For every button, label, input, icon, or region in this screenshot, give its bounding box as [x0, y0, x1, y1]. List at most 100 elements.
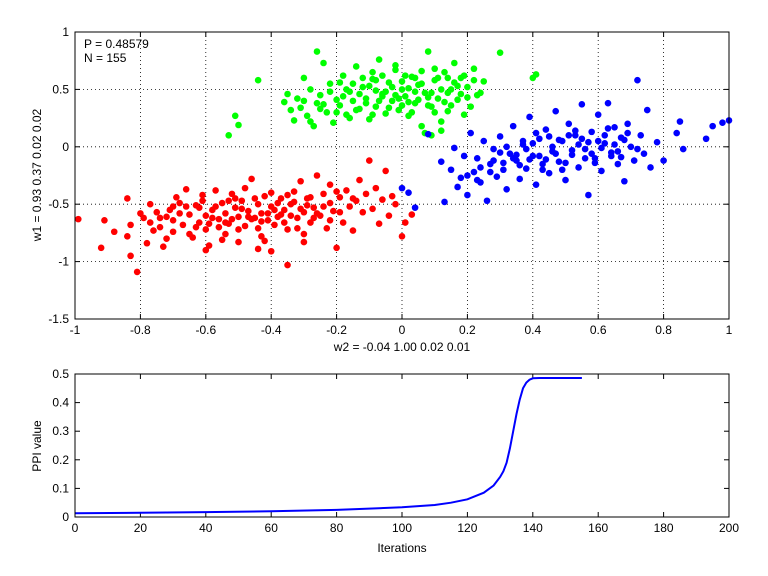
scatter-point — [529, 140, 537, 147]
scatter-point — [598, 167, 605, 175]
scatter-point — [366, 82, 373, 90]
ppi-y-tick-label: 0.1 — [52, 481, 69, 495]
scatter-point — [333, 188, 340, 195]
scatter-point — [287, 106, 295, 114]
scatter-point — [408, 211, 416, 218]
scatter-point — [284, 226, 291, 233]
scatter-x-tick-label: -1 — [70, 323, 81, 337]
scatter-point — [418, 122, 425, 130]
scatter-x-axis-label: w2 = -0.04 1.00 0.02 0.01 — [333, 340, 471, 354]
ppi-x-tick-label: 80 — [330, 521, 344, 535]
scatter-point — [179, 221, 187, 229]
scatter-point — [486, 168, 494, 176]
scatter-point — [437, 118, 445, 125]
scatter-point — [339, 72, 347, 79]
scatter-point — [398, 78, 406, 85]
scatter-point — [362, 95, 370, 102]
scatter-point — [356, 176, 363, 184]
scatter-point — [127, 252, 134, 260]
scatter-point — [320, 59, 327, 67]
scatter-point — [401, 219, 409, 226]
scatter-point — [434, 95, 442, 102]
scatter-point — [176, 210, 183, 217]
scatter-point — [532, 129, 540, 137]
scatter-point — [294, 225, 301, 232]
scatter-point — [480, 78, 488, 85]
scatter-point — [195, 204, 203, 211]
scatter-point — [146, 219, 154, 226]
scatter-point — [647, 164, 654, 171]
scatter-point — [264, 216, 272, 224]
scatter-point — [506, 150, 514, 157]
scatter-point — [719, 119, 726, 126]
scatter-point — [323, 225, 331, 232]
scatter-point — [447, 102, 455, 109]
scatter-point — [392, 200, 399, 208]
scatter-point — [74, 215, 82, 223]
scatter-point — [251, 195, 259, 202]
ppi-plot-area — [74, 373, 730, 518]
scatter-point — [493, 173, 501, 180]
scatter-point — [228, 215, 236, 223]
scatter-point — [526, 156, 533, 163]
scatter-point — [424, 102, 432, 109]
scatter-point — [464, 172, 471, 179]
scatter-point — [225, 132, 232, 139]
scatter-point — [676, 118, 684, 125]
scatter-point — [604, 99, 612, 107]
scatter-point — [294, 95, 301, 102]
scatter-point — [614, 148, 622, 155]
scatter-point — [290, 188, 298, 195]
scatter-point — [205, 242, 213, 249]
scatter-axes-border — [74, 31, 730, 320]
scatter-point — [231, 112, 239, 120]
scatter-point — [163, 235, 170, 242]
scatter-point — [441, 68, 448, 76]
scatter-point — [522, 165, 530, 172]
scatter-point — [300, 230, 308, 238]
scatter-point — [451, 144, 458, 152]
scatter-point — [186, 230, 193, 238]
scatter-point — [153, 208, 161, 216]
scatter-point — [303, 202, 311, 209]
scatter-point — [562, 159, 569, 167]
scatter-point — [326, 199, 334, 207]
ppi-ticks: 0 20 40 60 80 100 120 140 160 180 200 0 0.1 0.2 0.3 0.4… — [52, 367, 739, 535]
scatter-point — [496, 133, 504, 140]
scatter-x-tick-label: 0 — [399, 323, 406, 337]
scatter-point — [385, 212, 393, 219]
scatter-point — [516, 161, 524, 169]
scatter-point — [320, 203, 327, 210]
ppi-x-tick-label: 0 — [72, 521, 79, 535]
scatter-point — [392, 66, 399, 74]
scatter-point — [209, 214, 216, 222]
scatter-point — [379, 72, 386, 79]
ppi-y-axis-label: PPI value — [30, 420, 44, 472]
scatter-point — [545, 169, 553, 177]
scatter-y-tick-label: -1 — [58, 255, 69, 269]
scatter-point — [637, 132, 645, 139]
scatter-point — [477, 164, 484, 171]
scatter-point — [604, 125, 612, 132]
scatter-point — [382, 110, 389, 117]
scatter-point — [156, 214, 164, 222]
annotation-n: N = 155 — [84, 51, 127, 65]
scatter-point — [405, 189, 412, 197]
scatter-point — [267, 189, 275, 197]
scatter-point — [294, 214, 301, 222]
scatter-point — [490, 145, 497, 153]
scatter-point — [356, 90, 363, 98]
scatter-ticks: -1 -0.8 -0.6 -0.4 -0.2 0 0.2 0.4 0.6 0.8 1-1.5-1-0… — [48, 25, 732, 337]
scatter-point — [522, 145, 530, 153]
scatter-point — [679, 145, 687, 153]
scatter-point — [274, 199, 282, 207]
scatter-y-tick-label: -1.5 — [48, 312, 69, 326]
scatter-point — [303, 112, 311, 120]
scatter-point — [585, 191, 592, 199]
scatter-point — [205, 220, 213, 228]
scatter-point — [418, 67, 425, 75]
scatter-point — [375, 97, 383, 105]
scatter-point — [568, 151, 576, 159]
scatter-point — [346, 203, 353, 210]
